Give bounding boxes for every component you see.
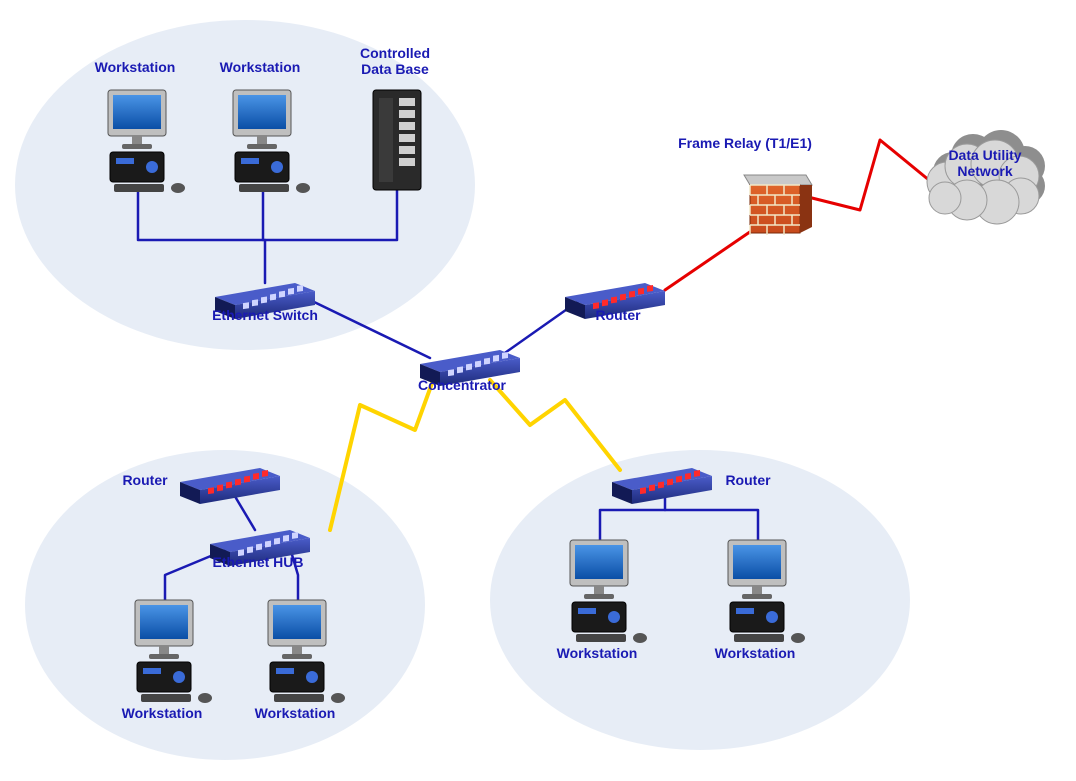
label-data-utility-network: Data Utility: [948, 147, 1021, 163]
label-controlled-db: Controlled: [360, 45, 430, 61]
server-icon: [373, 90, 421, 190]
label-workstation: Workstation: [557, 645, 638, 661]
edge: [800, 140, 935, 210]
label-concentrator: Concentrator: [418, 377, 506, 393]
edge: [665, 225, 760, 290]
label-workstation: Workstation: [255, 705, 336, 721]
label-frame-relay: Frame Relay (T1/E1): [678, 135, 812, 151]
label-router: Router: [595, 307, 641, 323]
label-controlled-db: Data Base: [361, 61, 429, 77]
grp-br: [490, 450, 910, 750]
label-router: Router: [725, 472, 771, 488]
edge: [490, 380, 620, 470]
label-workstation: Workstation: [715, 645, 796, 661]
label-data-utility-network: Network: [957, 163, 1012, 179]
label-workstation: Workstation: [220, 59, 301, 75]
firewall-icon: [744, 175, 812, 235]
label-workstation: Workstation: [95, 59, 176, 75]
label-router: Router: [122, 472, 168, 488]
label-workstation: Workstation: [122, 705, 203, 721]
label-ethernet-switch: Ethernet Switch: [212, 307, 318, 323]
label-ethernet-hub: Ethernet HUB: [212, 554, 303, 570]
